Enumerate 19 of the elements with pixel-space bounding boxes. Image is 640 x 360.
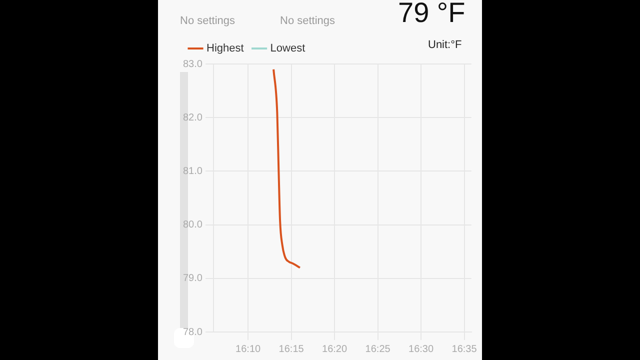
legend-label: Lowest (270, 42, 306, 55)
text: 79 °F (398, 0, 466, 29)
text: Unit:°F (428, 39, 462, 51)
text: No settings (180, 15, 236, 27)
text: No settings (280, 15, 336, 27)
y-tick-label: 81.0 (182, 166, 203, 177)
y-tick-label: 78.0 (182, 326, 203, 338)
line-series (272, 68, 301, 269)
x-tick-label: 16:20 (322, 344, 348, 355)
legend-label: Highest (206, 42, 244, 55)
y-tick-label: 79.0 (182, 273, 203, 284)
x-tick-label: 16:10 (236, 344, 262, 355)
x-tick-label: 16:25 (365, 344, 391, 355)
y-tick-label: 83.0 (182, 58, 203, 70)
y-tick-label: 80.0 (182, 220, 203, 231)
x-tick-label: 16:35 (452, 344, 478, 355)
x-tick-label: 16:15 (278, 344, 304, 355)
y-tick-label: 82.0 (182, 112, 203, 124)
x-tick-label: 16:30 (408, 344, 434, 355)
